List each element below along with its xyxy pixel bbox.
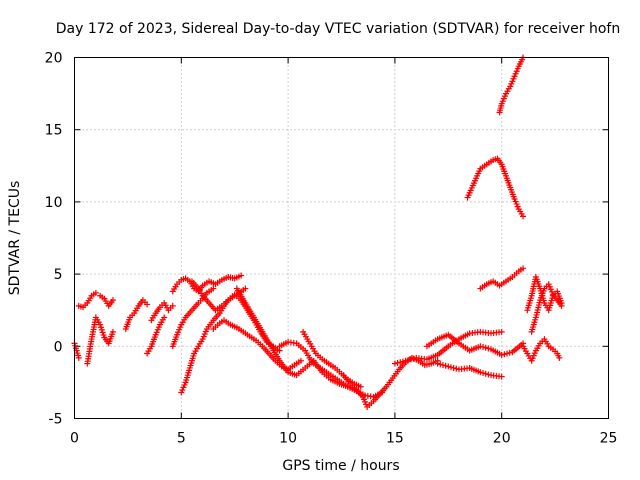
data-point [437, 361, 444, 368]
data-point [439, 362, 446, 369]
data-point [450, 364, 457, 371]
data-point [520, 265, 527, 272]
y-tick-label: -5 [49, 412, 63, 428]
data-point [485, 345, 492, 352]
data-point [238, 272, 245, 279]
series-arc-c [84, 314, 116, 367]
data-point [169, 302, 176, 309]
data-point [477, 369, 484, 376]
data-point [434, 360, 441, 367]
series-arc-f [144, 314, 168, 357]
series-arc-j [178, 285, 249, 396]
x-tick-label: 15 [386, 431, 404, 447]
data-point [161, 314, 168, 321]
data-point [558, 302, 565, 309]
series-arc-v [496, 54, 527, 116]
data-point [445, 363, 452, 370]
data-point [556, 354, 563, 361]
data-point [242, 285, 249, 292]
chart-title: Day 172 of 2023, Sidereal Day-to-day VTE… [56, 21, 620, 37]
y-tick-labels: -5 0 5 10 15 20 [45, 51, 63, 428]
series-arc-u [464, 155, 527, 220]
data-point [504, 350, 511, 357]
data-point [297, 357, 304, 364]
series-arc-e [122, 297, 151, 332]
y-tick-label: 5 [54, 267, 63, 283]
data-point [485, 371, 492, 378]
data-point [453, 365, 460, 372]
data-point [399, 358, 406, 365]
data-point [477, 343, 484, 350]
x-tick-label: 10 [279, 431, 297, 447]
series-arc-p [340, 354, 441, 410]
x-tick-label: 5 [177, 431, 186, 447]
series-arc-a [71, 340, 82, 361]
data-point [210, 285, 217, 292]
y-tick-label: 15 [45, 123, 63, 139]
data-points [71, 54, 565, 410]
data-point [501, 351, 508, 358]
series-arc-r [423, 331, 527, 358]
axis-ticks [74, 57, 609, 419]
data-point [402, 357, 409, 364]
data-point [480, 344, 487, 351]
y-tick-label: 20 [45, 51, 63, 67]
data-point [92, 289, 99, 296]
y-tick-label: 0 [54, 339, 63, 355]
series-arc-q [391, 328, 505, 367]
series-arc-t [477, 265, 527, 292]
data-point [109, 297, 116, 304]
data-point [357, 383, 364, 390]
data-point [109, 328, 116, 335]
x-tick-label: 20 [493, 431, 511, 447]
x-tick-labels: 0 5 10 15 20 25 [70, 431, 617, 447]
data-point [506, 349, 513, 356]
data-point [480, 370, 487, 377]
x-tick-label: 25 [600, 431, 618, 447]
series-arc-s [434, 360, 505, 380]
data-point [498, 328, 505, 335]
plot-frame [74, 57, 609, 419]
x-tick-label: 0 [70, 431, 79, 447]
data-point [405, 357, 412, 364]
data-point [442, 362, 449, 369]
data-point [498, 373, 505, 380]
series-arc-d [97, 292, 116, 309]
series-arc-w [520, 336, 563, 364]
data-point [482, 370, 489, 377]
data-point [144, 301, 151, 308]
data-point [407, 356, 414, 363]
y-tick-label: 10 [45, 195, 63, 211]
series-arc-h [169, 285, 217, 350]
y-axis-label: SDTVAR / TECUs [7, 181, 23, 296]
data-point [447, 364, 454, 371]
series-arc-g [148, 299, 176, 324]
x-axis-label: GPS time / hours [282, 458, 399, 474]
series-arc-i [169, 272, 245, 295]
data-point [482, 344, 489, 351]
data-point [520, 213, 527, 220]
series-arc-b [75, 289, 99, 311]
data-point [394, 359, 401, 366]
data-point [391, 360, 398, 367]
series-arc-y [528, 281, 565, 335]
data-point [498, 351, 505, 358]
data-point [75, 354, 82, 361]
data-point [410, 355, 417, 362]
gridlines [74, 57, 609, 419]
data-point [397, 359, 404, 366]
